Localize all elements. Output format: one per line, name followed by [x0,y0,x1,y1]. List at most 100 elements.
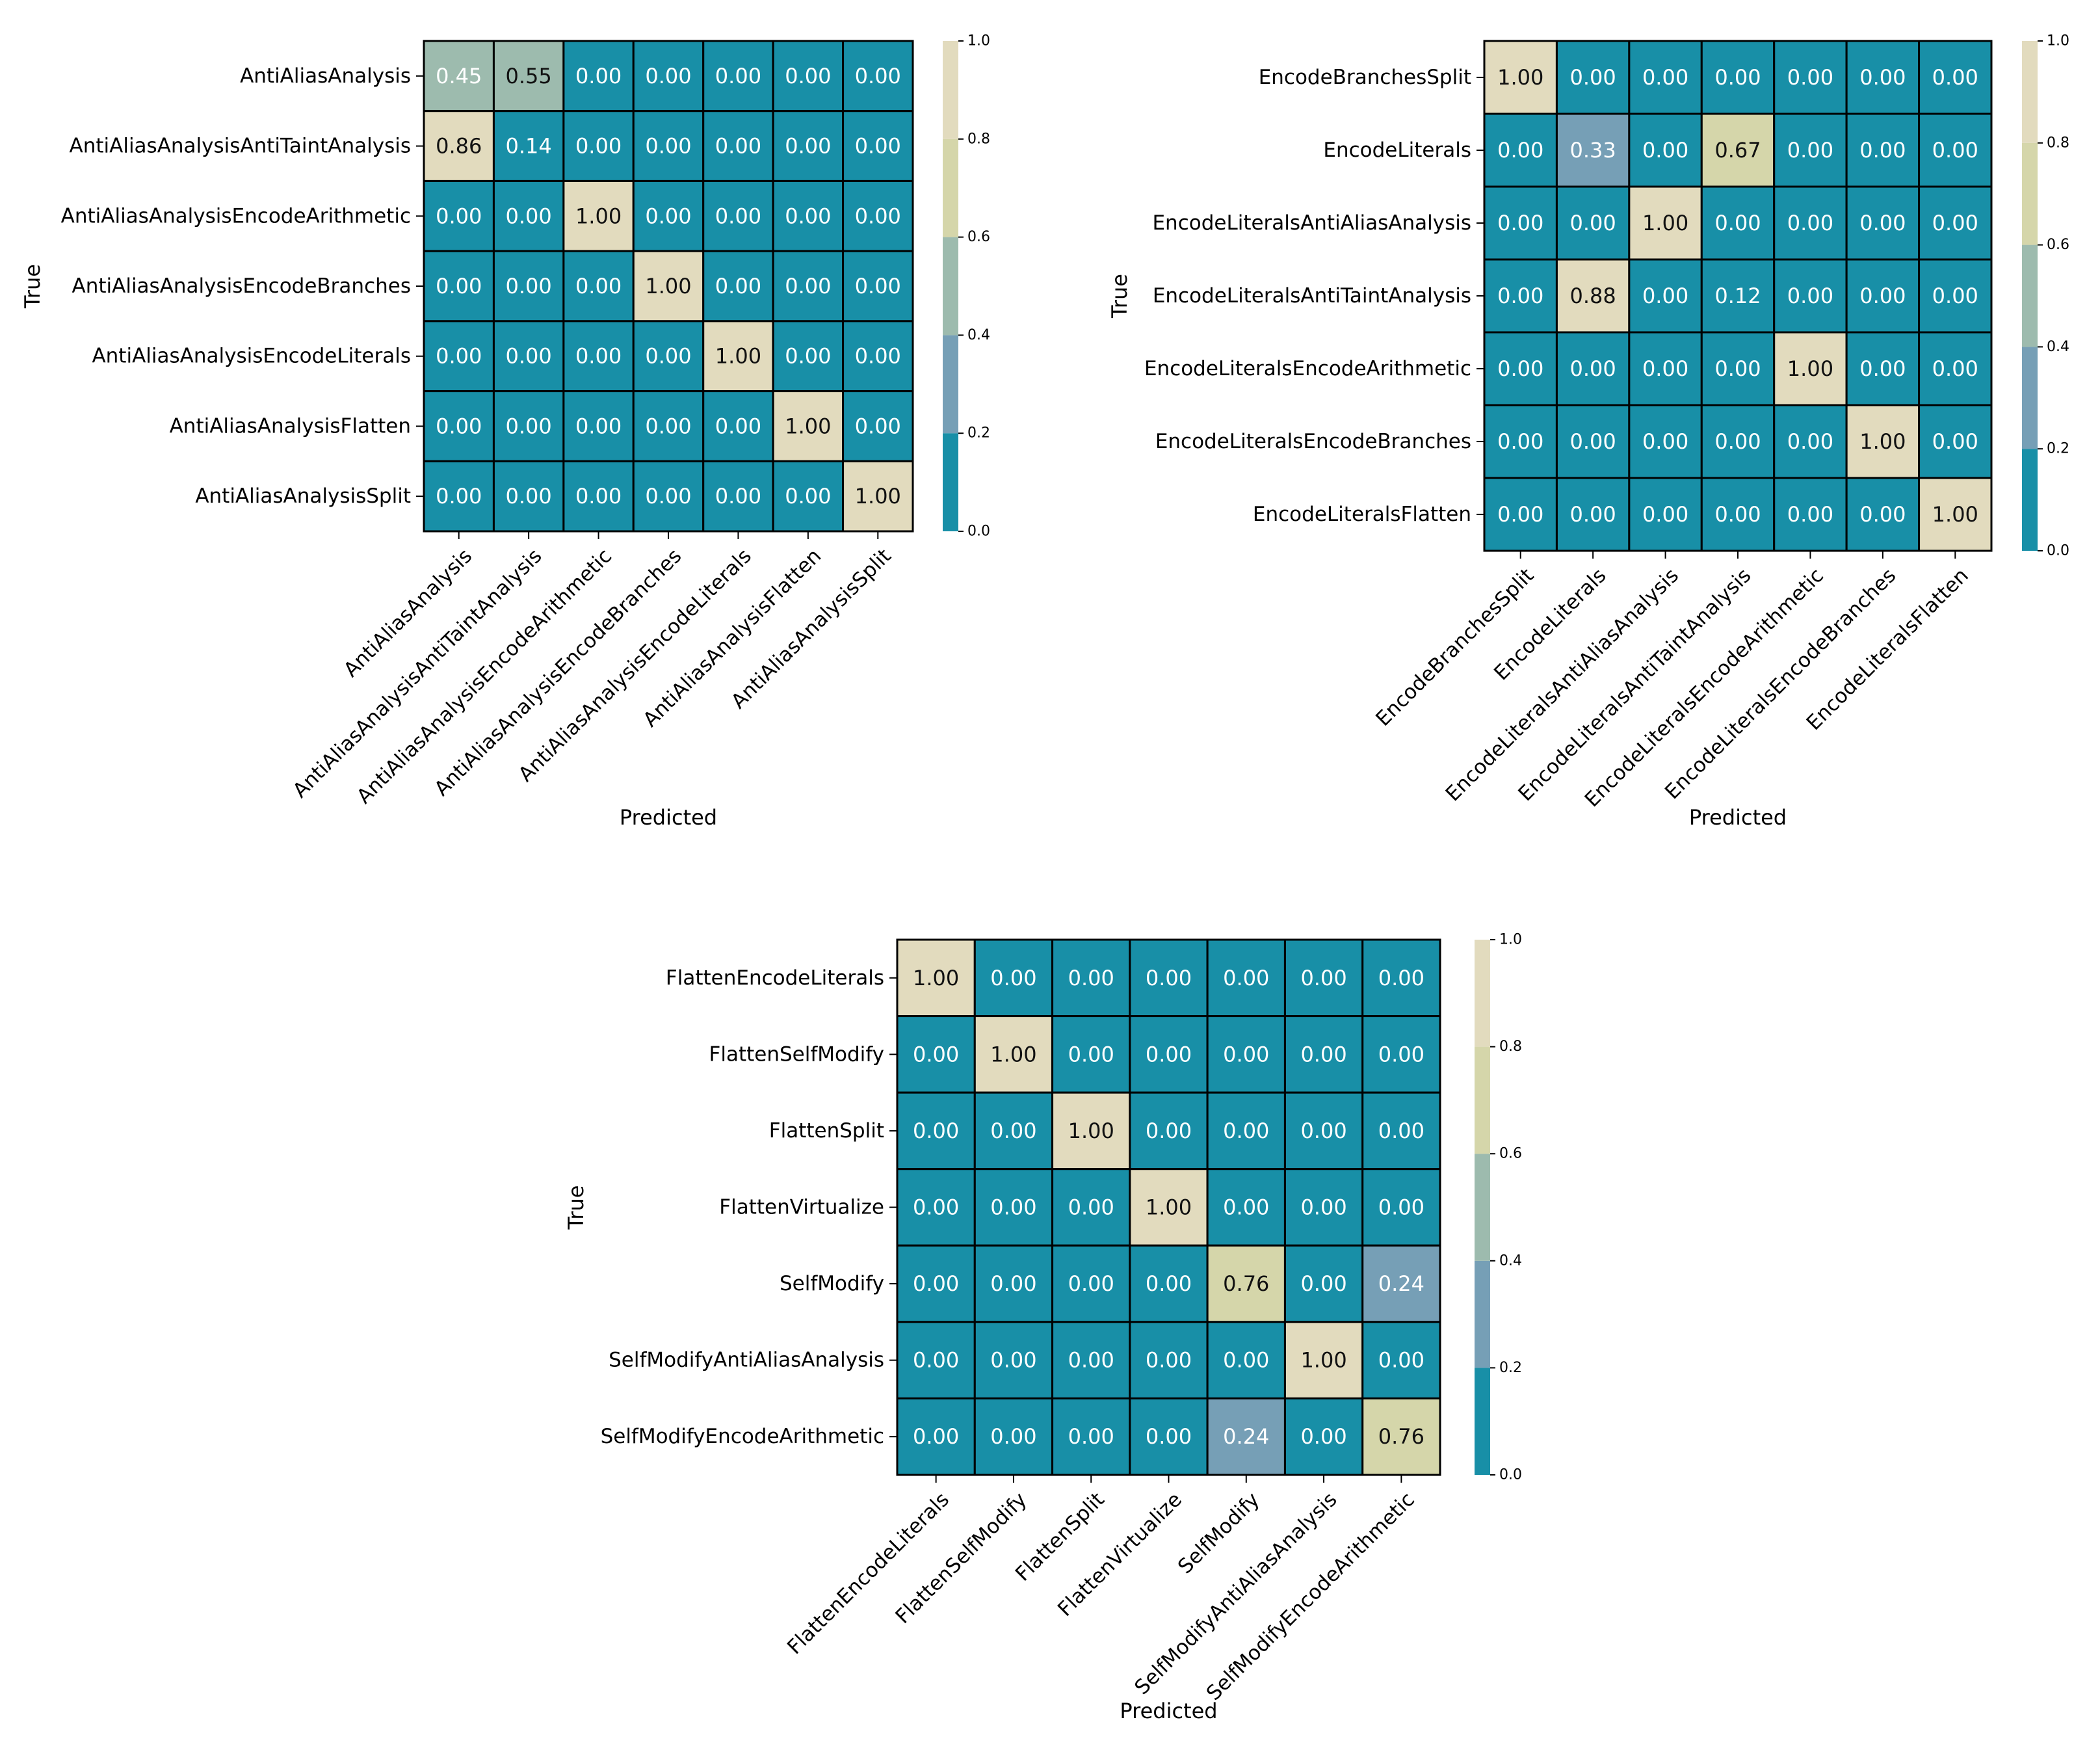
colorbar-bin [1475,1368,1490,1475]
heatmap-cell [1361,1168,1441,1247]
cell-value-label: 1.00 [1787,356,1833,381]
cell-value-label: 0.00 [1932,65,1978,90]
heatmap-cell [842,179,914,252]
heatmap-cell [1555,331,1631,406]
y-tick-label: EncodeLiterals [1323,139,1471,162]
cell-value-label: 0.00 [913,1042,959,1066]
cell-value-label: 0.00 [715,274,761,298]
colorbar-bin [1475,1154,1490,1261]
cell-value-label: 0.00 [1642,429,1688,454]
cell-value-label: 0.00 [1570,211,1616,235]
cell-value-label: 0.00 [1146,1271,1192,1296]
cell-value-label: 0.00 [1642,65,1688,90]
heatmap-cell [973,1015,1054,1094]
cell-value-label: 0.00 [1932,211,1978,235]
colorbar-tick-label: 1.0 [1499,932,1522,948]
cell-value-label: 0.00 [645,414,691,438]
heatmap-cell [1483,40,1558,115]
cell-value-label: 0.00 [855,344,901,369]
cell-value-label: 0.00 [506,344,552,369]
colorbar-bin [1475,1260,1490,1368]
heatmap-cell [772,179,845,252]
cell-value-label: 0.00 [575,414,622,438]
colorbar-tick-label: 0.6 [2047,237,2069,253]
colorbar-tick-label: 0.8 [1499,1039,1522,1055]
heatmap-cell [1129,938,1209,1018]
heatmap-cell [1283,1397,1364,1476]
heatmap-cell [1628,477,1703,552]
cell-value-label: 1.00 [855,484,901,509]
cell-value-label: 0.00 [1146,1348,1192,1373]
heatmap-cell [1283,1321,1364,1399]
heatmap-cell [1628,113,1703,188]
cell-value-label: 0.00 [1787,429,1833,454]
heatmap-cell [1129,1091,1209,1171]
cell-value-label: 0.00 [1932,138,1978,163]
heatmap-cell [1483,258,1558,334]
heatmap-cell [772,250,845,323]
heatmap-cell [1773,331,1848,406]
heatmap-cell [1918,331,1993,406]
y-axis-label: True [1107,274,1132,319]
heatmap-panel-1: 0.45 0.55 0.00 0.00 0.00 0.00 0.000.86 0.14 0.00… [20,33,990,830]
cell-value-label: 0.00 [855,414,901,438]
cell-value-label: 0.00 [1787,138,1833,163]
cell-value-label: 0.45 [436,64,482,88]
cell-value-label: 0.00 [575,344,622,369]
colorbar-tick-label: 1.0 [967,33,990,49]
heatmap-cell [1773,40,1848,115]
cell-value-label: 1.00 [715,344,761,369]
cell-value-label: 0.00 [1859,284,1906,308]
cell-value-label: 0.00 [715,484,761,509]
cell-value-label: 0.00 [1300,1424,1346,1449]
cell-value-label: 0.00 [1223,966,1269,990]
cell-value-label: 0.76 [1378,1424,1424,1449]
cell-value-label: 0.00 [1068,1348,1114,1373]
cell-value-label: 0.00 [575,134,622,159]
cell-value-label: 0.00 [1642,502,1688,527]
cell-value-label: 1.00 [913,966,959,990]
cell-value-label: 0.00 [785,344,831,369]
cell-value-label: 0.00 [785,64,831,88]
cell-value-label: 0.00 [855,134,901,159]
heatmap-cell [1483,477,1558,552]
y-axis-label: True [564,1185,588,1230]
cell-value-label: 0.00 [1068,966,1114,990]
y-tick-label: AntiAliasAnalysis [240,64,411,88]
heatmap-cell [896,1168,976,1247]
cell-value-label: 0.00 [1714,65,1761,90]
heatmap-cell [1483,185,1558,261]
heatmap-cell [842,110,914,182]
colorbar-bin [943,41,958,139]
cell-value-label: 0.00 [1068,1042,1114,1066]
colorbar-tick-label: 0.4 [967,327,990,343]
y-tick-label: AntiAliasAnalysisEncodeLiterals [92,345,411,368]
cell-value-label: 0.00 [913,1195,959,1220]
heatmap-cell [1845,40,1921,115]
cell-value-label: 0.76 [1223,1271,1269,1296]
heatmap-cell [1700,258,1776,334]
colorbar-bin [2022,142,2038,245]
cell-value-label: 1.00 [1642,211,1688,235]
colorbar-bin [943,335,958,434]
cell-value-label: 0.00 [1378,1195,1424,1220]
colorbar-tick-label: 0.8 [967,131,990,147]
heatmap-cell [973,1091,1054,1171]
heatmap-cell [492,110,565,182]
y-tick-label: EncodeLiteralsFlatten [1253,503,1471,526]
cell-value-label: 0.00 [990,1119,1036,1143]
cell-value-label: 0.67 [1714,138,1761,163]
heatmap-cell [1361,1321,1441,1399]
colorbar-tick-label: 0.4 [1499,1252,1522,1269]
cell-value-label: 1.00 [1859,429,1906,454]
cell-value-label: 0.00 [645,134,691,159]
colorbar-tick-label: 0.8 [2047,135,2069,151]
y-tick-label: AntiAliasAnalysisEncodeArithmetic [61,204,411,228]
heatmap-cell [973,1321,1054,1399]
cell-value-label: 0.00 [1787,65,1833,90]
cell-value-label: 0.88 [1570,284,1616,308]
heatmap-cell [1555,185,1631,261]
heatmap-cell [842,390,914,462]
heatmap-cell [423,460,495,533]
cell-value-label: 1.00 [1497,65,1543,90]
